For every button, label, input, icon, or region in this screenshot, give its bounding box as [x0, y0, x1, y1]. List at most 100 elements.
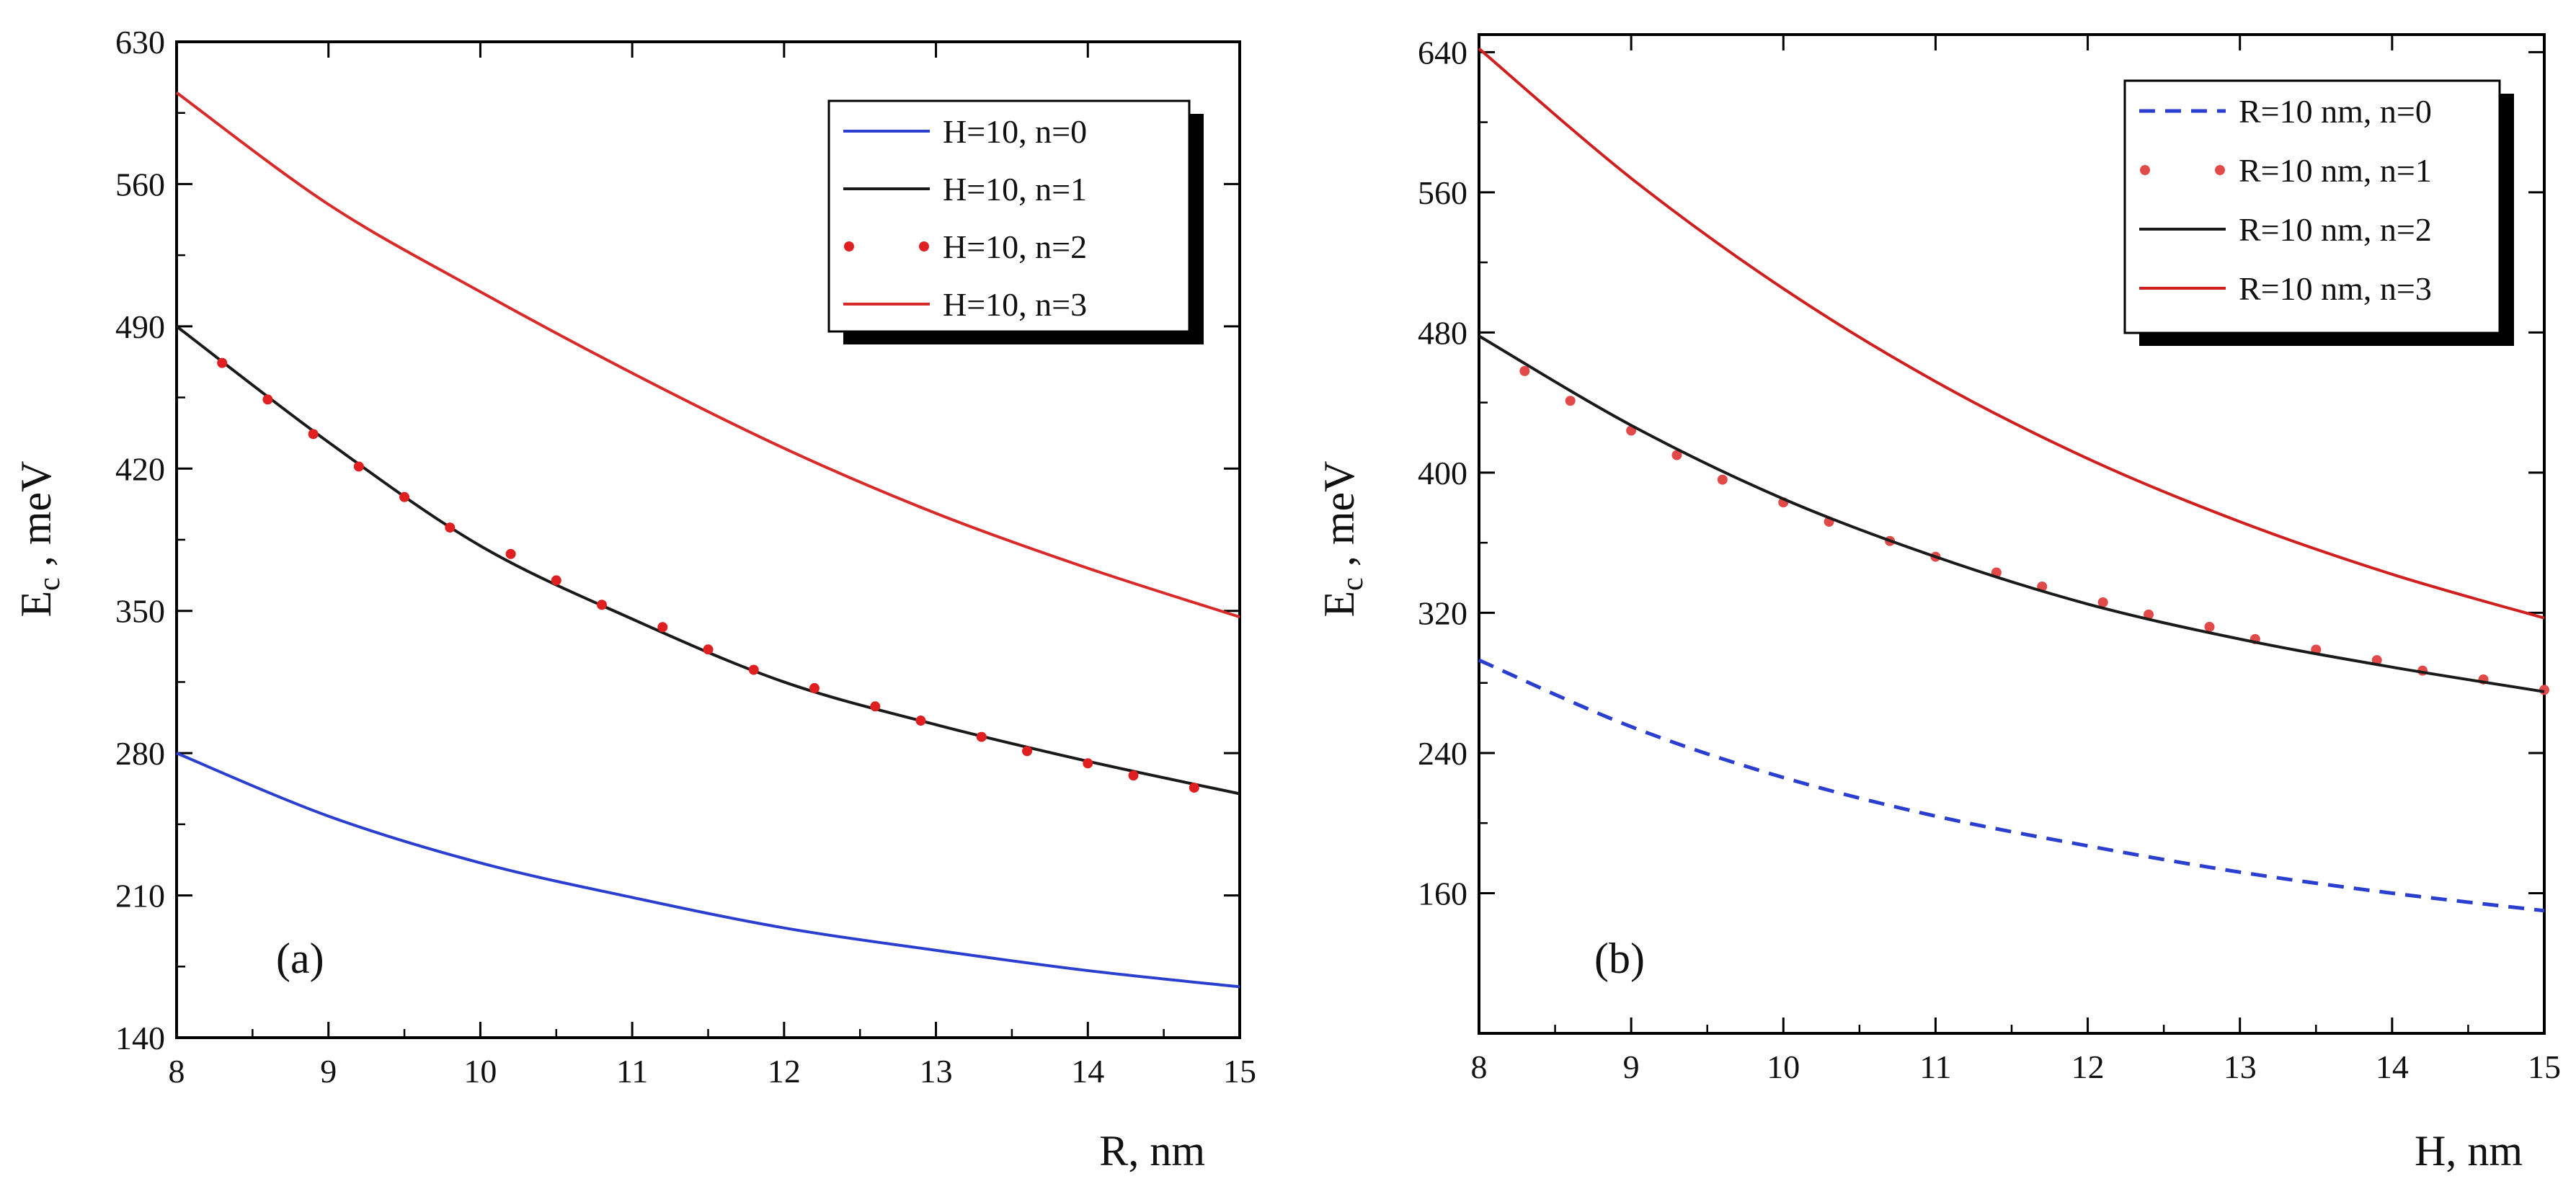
panel-b-y-ticks: 160 240 320 400 480 560 640 — [1418, 34, 2544, 912]
panel-a-series-2-point — [445, 522, 456, 533]
panel-a-x-axis-label: R, nm — [1099, 1127, 1205, 1175]
panel-a-label: (a) — [276, 935, 324, 982]
panel-a-series-2-point — [1022, 746, 1032, 757]
panel-a-series-2-point — [915, 716, 926, 726]
panel-a-y-axis-label-sub: c — [33, 577, 66, 591]
panel-a-legend-box — [827, 99, 1191, 333]
panel-a-series-2-point — [353, 461, 364, 472]
panel-b-legend-label: R=10 nm, n=1 — [2239, 152, 2432, 189]
panel-a-legend-label: H=10, n=3 — [943, 286, 1087, 323]
panel-b-y-tick-label: 480 — [1418, 314, 1467, 351]
panel-b-x-tick-label: 11 — [1919, 1048, 1951, 1085]
panel-b-x-tick-label: 15 — [2528, 1048, 2561, 1085]
panel-a-x-tick-label: 13 — [920, 1053, 953, 1090]
panel-a-y-tick-label: 420 — [115, 450, 165, 487]
panel-a-series-2-point — [1189, 783, 1199, 793]
panel-a-legend-label: H=10, n=1 — [943, 171, 1087, 208]
panel-b-x-tick-label: 9 — [1623, 1048, 1640, 1085]
panel-b-legend-label: R=10 nm, n=3 — [2239, 270, 2432, 307]
panel-b-x-tick-label: 13 — [2224, 1048, 2257, 1085]
panel-a-y-axis-label-main: E — [12, 591, 60, 618]
panel-a-series-2-point — [657, 622, 668, 633]
panel-b-series-1-point — [1717, 474, 1728, 485]
panel-a-y-axis-label: Ec , meV — [12, 461, 66, 618]
panel-b-legend: R=10 nm, n=0 R=10 nm, n=1 R=10 nm, n=2 R=10… — [2123, 79, 2514, 346]
panel-a-x-tick-label: 14 — [1071, 1053, 1104, 1090]
panel-a-x-tick-label: 9 — [320, 1053, 337, 1090]
panel-a-y-tick-label: 630 — [115, 24, 165, 61]
panel-a-series-0-line — [176, 752, 1240, 989]
panel-b-y-tick-label: 320 — [1418, 594, 1467, 631]
panel-b-y-axis-label: Ec , meV — [1315, 461, 1369, 618]
panel-b-series-1-point — [2144, 609, 2154, 620]
panel-b-x-axis-label: H, nm — [2415, 1127, 2523, 1175]
panel-a-series-2-point — [399, 491, 410, 502]
panel-a-series-2-point — [748, 664, 759, 675]
panel-a-series-2-point — [1083, 758, 1093, 769]
panel-a-legend-marker — [844, 241, 854, 251]
panel-a-series-2-point — [308, 429, 319, 440]
panel-a-x-tick-label: 15 — [1223, 1053, 1256, 1090]
panel-a-y-tick-label: 210 — [115, 878, 165, 914]
panel-b-series-2-line — [1478, 334, 2545, 693]
panel-b-x-tick-label: 8 — [1471, 1048, 1488, 1085]
panel-b-legend-items: R=10 nm, n=0 R=10 nm, n=1 R=10 nm, n=2 R=10… — [2139, 93, 2432, 307]
panel-a-y-tick-label: 490 — [115, 308, 165, 345]
panel-b-legend-label: R=10 nm, n=2 — [2239, 211, 2432, 248]
panel-a-x-tick-label: 8 — [169, 1053, 185, 1090]
panel-b: 160 240 320 400 480 560 640 8 9 10 11 12 13 14 15 H, … — [1315, 33, 2561, 1175]
panel-a-y-tick-label: 350 — [115, 593, 165, 630]
panel-b-legend-box — [2123, 79, 2501, 334]
panel-b-y-tick-label: 560 — [1418, 174, 1467, 211]
panel-b-y-tick-label: 240 — [1418, 735, 1467, 772]
panel-a-x-tick-label: 11 — [616, 1053, 648, 1090]
panel-b-series-3-line — [1478, 47, 2545, 620]
panel-a-legend-marker — [919, 241, 929, 251]
panel-a-series-3-line — [175, 91, 1240, 619]
panel-b-series-1-point — [2204, 621, 2215, 632]
panel-a-y-tick-label: 280 — [115, 735, 165, 772]
panel-b-y-axis-label-unit: , meV — [1315, 461, 1363, 578]
panel-a-legend-items: H=10, n=0 H=10, n=1 H=10, n=2 H=10, n=3 — [843, 113, 1087, 323]
panel-b-y-tick-label: 160 — [1418, 875, 1467, 912]
panel-a-series-2-point — [870, 701, 881, 712]
panel-a-x-tick-label: 12 — [768, 1053, 801, 1090]
panel-b-series-1-point — [2097, 597, 2108, 607]
panel-b-legend-marker — [2215, 165, 2225, 175]
panel-a-series-2-point — [976, 731, 987, 742]
panel-b-legend-label: R=10 nm, n=0 — [2239, 93, 2432, 130]
panel-a-y-ticks: 140 210 280 350 420 490 560 630 — [115, 24, 1240, 1056]
panel-b-x-tick-label: 10 — [1767, 1048, 1800, 1085]
panel-b-x-tick-label: 14 — [2376, 1048, 2409, 1085]
panel-b-label: (b) — [1594, 935, 1645, 982]
panel-b-series-0-line — [1478, 658, 2545, 913]
panel-a-y-tick-label: 560 — [115, 166, 165, 202]
panel-a-legend-label: H=10, n=2 — [943, 228, 1087, 265]
panel-b-x-ticks: 8 9 10 11 12 13 14 15 — [1471, 35, 2561, 1085]
panel-a-series-2-point — [597, 600, 607, 610]
panel-b-legend-marker — [2140, 165, 2150, 175]
panel-b-x-tick-label: 12 — [2071, 1048, 2105, 1085]
panel-a-y-axis-label-unit: , meV — [12, 461, 60, 578]
panel-b-series-1-point — [1671, 450, 1682, 460]
panel-b-series-1-point — [1519, 365, 1530, 376]
panel-a-x-ticks: 8 9 10 11 12 13 14 15 — [169, 42, 1256, 1090]
panel-a-series-2-point — [809, 682, 820, 693]
panel-b-y-tick-label: 640 — [1418, 34, 1467, 71]
panel-a-series-2-point — [1128, 770, 1139, 781]
panel-b-series — [1478, 47, 2549, 913]
panel-b-y-tick-label: 400 — [1418, 455, 1467, 491]
panel-a-series — [175, 91, 1240, 989]
panel-a-legend-label: H=10, n=0 — [943, 113, 1087, 150]
panel-a-series-2-point — [505, 548, 516, 559]
panel-a-legend: H=10, n=0 H=10, n=1 H=10, n=2 H=10, n=3 — [827, 99, 1204, 344]
panel-b-series-1-point — [1565, 396, 1576, 406]
panel-b-y-axis-label-sub: c — [1336, 577, 1369, 591]
panel-a-series-2-point — [262, 394, 273, 405]
panel-a-series-2-point — [703, 644, 714, 655]
panel-b-y-axis-label-main: E — [1315, 591, 1363, 618]
panel-a-y-tick-label: 140 — [115, 1020, 165, 1056]
panel-a-series-2-point — [217, 357, 228, 368]
